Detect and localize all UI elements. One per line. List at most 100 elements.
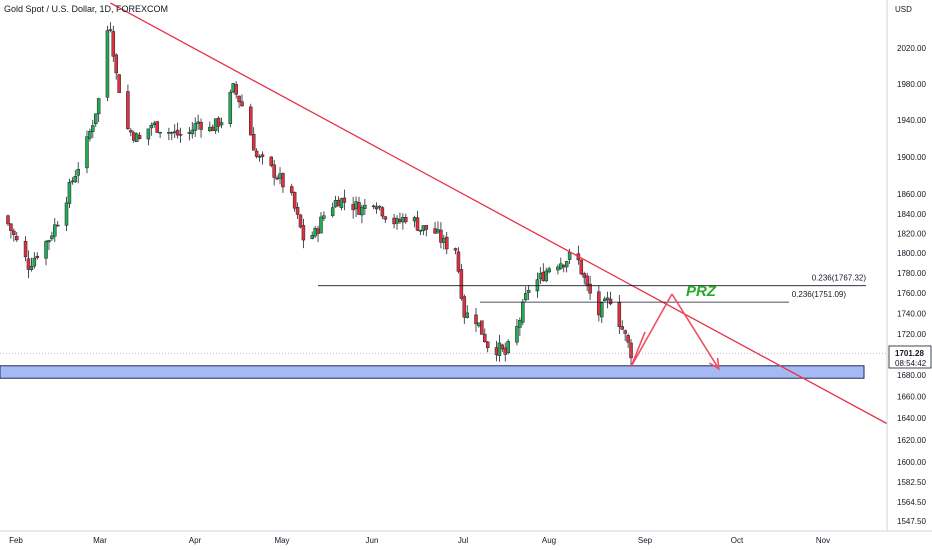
- time-tick-label: Oct: [731, 536, 744, 545]
- time-axis: Feb Mar Apr May Jun Jul Aug Sep Oct Nov: [9, 536, 830, 545]
- candle-body: [374, 206, 379, 210]
- candle-body: [196, 121, 200, 125]
- time-tick-label: Jul: [458, 536, 468, 545]
- candle-body: [556, 266, 560, 271]
- candle-body: [134, 133, 139, 143]
- candle-body: [126, 91, 130, 130]
- candle-body: [23, 240, 28, 258]
- candle-body: [351, 204, 355, 211]
- candle-body: [251, 134, 256, 151]
- candle-body: [12, 230, 16, 235]
- price-axis: 2020.00 1980.00 1940.00 1900.00 1860.00 1840.…: [897, 44, 926, 526]
- candle-body: [322, 215, 326, 219]
- price-axis-panel[interactable]: [887, 0, 932, 550]
- candle-body: [442, 237, 446, 243]
- candle-body: [260, 154, 265, 157]
- candle-body: [301, 225, 306, 241]
- time-tick-label: Nov: [816, 536, 830, 545]
- price-tick-label: 1940.00: [897, 116, 926, 125]
- candle-body: [175, 129, 180, 136]
- candle-body: [44, 241, 48, 259]
- candle-body: [483, 333, 487, 343]
- projection-leg-2[interactable]: [630, 293, 673, 368]
- candle-body: [155, 121, 159, 133]
- candle-body: [70, 180, 75, 183]
- time-tick-label: Sep: [638, 536, 653, 545]
- price-tick-label: 1860.00: [897, 190, 926, 199]
- support-zone-layer[interactable]: [0, 365, 865, 379]
- candle-body: [462, 296, 467, 318]
- candle-body: [170, 132, 174, 134]
- candle-body: [547, 268, 551, 273]
- candle-body: [35, 255, 39, 258]
- candle-body: [231, 83, 235, 93]
- candle-body: [94, 113, 98, 125]
- candle-body: [415, 217, 420, 231]
- candle-body: [456, 251, 461, 272]
- candle-body: [15, 236, 19, 241]
- candle-body: [292, 192, 297, 209]
- time-tick-label: Aug: [542, 536, 556, 545]
- candle-body: [363, 204, 367, 209]
- candle-body: [330, 207, 335, 216]
- candle-body: [167, 132, 171, 134]
- candle-body: [111, 31, 116, 57]
- candle-body: [582, 273, 586, 278]
- candle-body: [602, 298, 607, 302]
- candle-body: [47, 240, 51, 243]
- candle-body: [597, 291, 601, 316]
- candle-body: [96, 98, 101, 115]
- candle-body: [289, 186, 294, 193]
- candle-body: [208, 126, 212, 132]
- price-tick-label: 2020.00: [897, 44, 926, 53]
- candle-body: [617, 302, 622, 327]
- candle-body: [398, 219, 402, 223]
- candle-body: [310, 235, 314, 239]
- candle-body: [190, 129, 195, 135]
- candle-body: [445, 236, 449, 250]
- candle-body: [298, 214, 303, 228]
- trendline[interactable]: [110, 2, 888, 425]
- time-tick-label: Feb: [9, 536, 23, 545]
- candle-body: [76, 168, 80, 176]
- candle-body: [240, 101, 244, 107]
- projection-leg-3[interactable]: [671, 293, 720, 370]
- candle-body: [29, 266, 34, 271]
- candle-body: [249, 106, 253, 136]
- candle-body: [237, 95, 241, 103]
- candle-body: [526, 289, 531, 293]
- candle-body: [380, 207, 385, 217]
- candle-body: [480, 320, 484, 335]
- candle-body: [567, 252, 572, 260]
- candle-body: [564, 261, 569, 268]
- candle-body: [117, 74, 121, 93]
- candle-body: [199, 122, 203, 130]
- price-tick-label: 1564.50: [897, 498, 926, 507]
- candle-body: [453, 248, 458, 251]
- candle-body: [278, 173, 282, 179]
- candle-body: [132, 132, 136, 141]
- drawings-layer[interactable]: [0, 2, 888, 425]
- candle-body: [588, 283, 592, 294]
- candle-body: [67, 182, 72, 204]
- candle-body: [401, 217, 405, 223]
- candle-body: [281, 173, 285, 188]
- candle-body: [26, 258, 31, 270]
- candle-body: [53, 224, 57, 237]
- support-zone[interactable]: [0, 365, 865, 379]
- candle-body: [579, 259, 584, 275]
- candle-body: [257, 156, 262, 158]
- candle-body: [114, 54, 118, 74]
- candle-body: [152, 122, 156, 125]
- current-price-value: 1701.28: [895, 349, 924, 358]
- candle-body: [50, 235, 54, 240]
- candle-body: [459, 269, 464, 299]
- candle-body: [541, 271, 546, 281]
- candle-body: [219, 122, 224, 126]
- price-tick-label: 1600.00: [897, 458, 926, 467]
- candle-body: [64, 202, 69, 226]
- price-tick-label: 1840.00: [897, 210, 926, 219]
- time-tick-label: May: [274, 536, 289, 545]
- projection-leg-1[interactable]: [630, 331, 646, 368]
